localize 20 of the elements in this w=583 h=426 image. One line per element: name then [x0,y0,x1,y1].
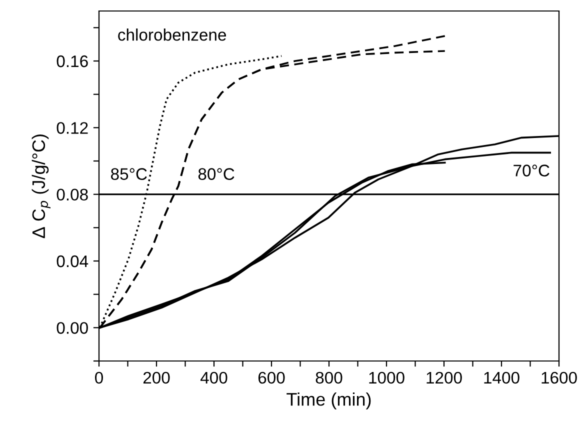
y-tick-label: 0.00 [56,322,88,334]
x-tick-label: 200 [143,372,170,384]
x-tick-label: 1600 [542,372,577,384]
x-tick-label: 1200 [426,372,462,384]
y-axis-title: Δ C$_{p}$ (J/g/°C) [32,134,50,238]
y-tick-label: 0.04 [56,255,88,268]
x-tick-label: 800 [316,372,342,384]
annotation: 85°C [111,168,147,180]
y-tick-label: 0.16 [56,55,88,68]
x-tick-label: 600 [258,372,285,384]
annotation: 70°C [514,164,550,176]
annotation: 80°C [198,168,234,180]
x-axis-title: Time (min) [286,392,371,410]
x-tick-label: 1400 [484,372,520,384]
y-tick-label: 0.08 [56,188,88,201]
x-tick-label: 0 [95,372,103,384]
x-tick-label: 1000 [369,372,404,384]
x-tick-label: 400 [200,372,228,384]
annotation: chlorobenzene [118,28,226,41]
y-tick-label: 0.12 [56,122,88,134]
